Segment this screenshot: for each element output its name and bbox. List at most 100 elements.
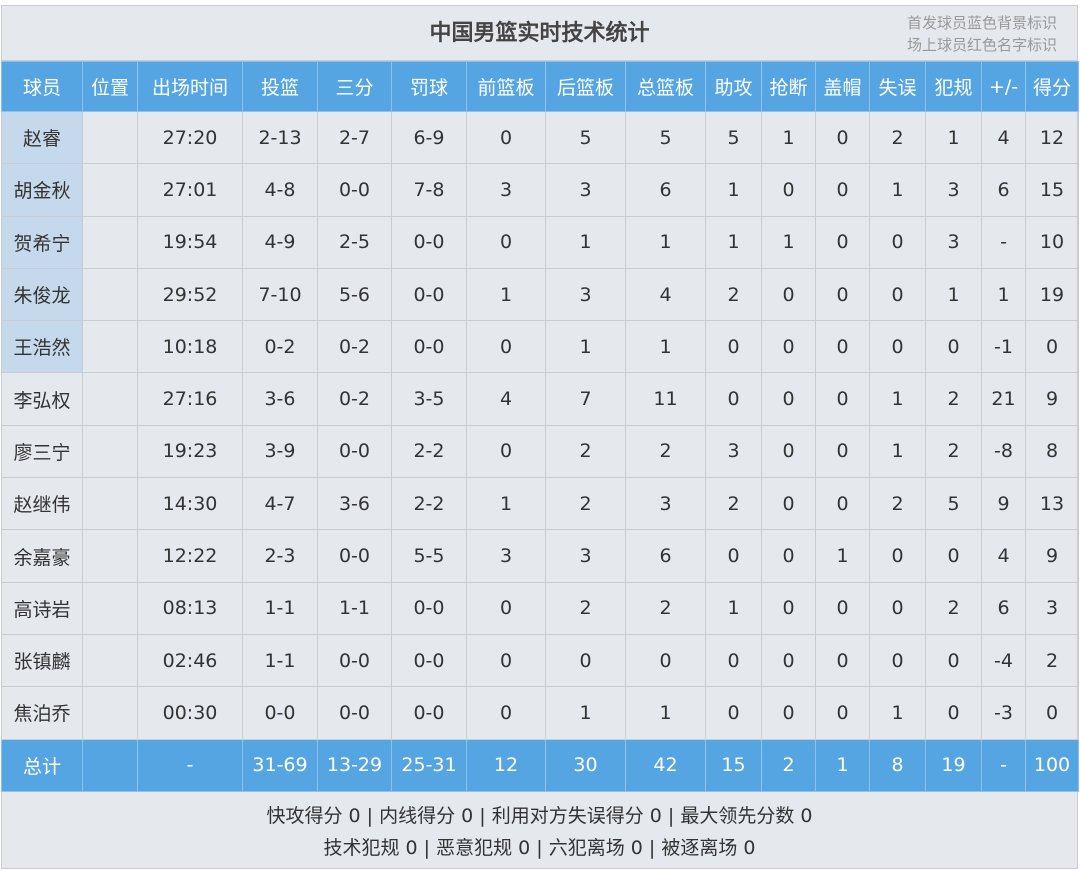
stat-cell: 3 — [545, 163, 626, 217]
stat-cell: 1 — [761, 215, 816, 269]
stat-cell — [82, 372, 138, 426]
stat-cell: 0 — [761, 320, 816, 374]
stats-table: 球员 位置 出场时间 投篮 三分 罚球 前篮板 后篮板 总篮板 助攻 抢断 盖帽 失误 犯规 +/- 得分 赵… — [1, 61, 1079, 792]
stat-cell: 0 — [466, 581, 546, 635]
stat-cell: 5 — [625, 110, 706, 165]
stat-cell: 1 — [869, 686, 926, 740]
stat-cell: 0 — [815, 581, 870, 635]
column-header: 失误 — [869, 61, 926, 112]
stat-cell — [82, 477, 138, 531]
stat-cell: 8 — [1025, 424, 1079, 479]
player-row: 赵继伟 14:30 4-7 3-6 2-2 1 2 3 2 0 0 2 5 9 13 — [1, 477, 1079, 531]
stat-cell: 0-0 — [391, 581, 467, 635]
stat-cell: 1 — [625, 215, 706, 269]
stat-cell: 15 — [1025, 163, 1079, 217]
column-header: 位置 — [82, 61, 138, 112]
stat-cell: 0 — [815, 686, 870, 740]
stat-cell — [82, 320, 138, 374]
column-header: 三分 — [317, 61, 392, 112]
stat-cell: -8 — [981, 424, 1026, 479]
stat-cell: 2 — [869, 477, 926, 531]
stat-cell: 6-9 — [391, 110, 467, 165]
stat-cell: 0-0 — [391, 320, 467, 374]
stat-cell: 0-2 — [242, 320, 318, 374]
stat-cell: 3-6 — [317, 477, 392, 531]
stat-cell: 1-1 — [242, 581, 318, 635]
stat-cell: 2 — [925, 581, 982, 635]
player-name: 朱俊龙 — [1, 267, 83, 322]
stat-cell: 4-8 — [242, 163, 318, 217]
stat-cell: 0 — [466, 320, 546, 374]
stat-cell: 1 — [705, 163, 762, 217]
stat-cell: 02:46 — [137, 633, 243, 688]
stat-cell: 0 — [815, 633, 870, 688]
total-cell: - — [981, 738, 1026, 792]
stat-cell: 2 — [925, 372, 982, 426]
title-bar: 中国男篮实时技术统计 首发球员蓝色背景标识 场上球员红色名字标识 — [2, 6, 1077, 61]
player-row: 张镇麟 02:46 1-1 0-0 0-0 0 0 0 0 0 0 0 0 -4 2 — [1, 633, 1079, 688]
stat-cell: 2 — [1025, 633, 1079, 688]
player-name: 余嘉豪 — [1, 529, 83, 583]
stat-cell: 10 — [1025, 215, 1079, 269]
player-name: 贺希宁 — [1, 215, 83, 269]
stat-cell: 0 — [815, 424, 870, 479]
stat-cell: 0 — [869, 320, 926, 374]
stat-cell: 0 — [705, 633, 762, 688]
stat-cell — [82, 633, 138, 688]
stat-cell: 27:20 — [137, 110, 243, 165]
stat-cell: 0 — [925, 686, 982, 740]
total-cell: 8 — [869, 738, 926, 792]
stat-cell: 0 — [815, 372, 870, 426]
stat-cell: 4-7 — [242, 477, 318, 531]
stat-cell: 6 — [625, 163, 706, 217]
column-header: +/- — [981, 61, 1026, 112]
total-cell: 2 — [761, 738, 816, 792]
stat-cell: 4-9 — [242, 215, 318, 269]
stat-cell: 12 — [1025, 110, 1079, 165]
column-header: 后篮板 — [545, 61, 626, 112]
stat-cell: 0 — [466, 424, 546, 479]
stat-cell: 3 — [545, 267, 626, 322]
stat-cell: 0 — [705, 529, 762, 583]
stat-cell: 9 — [1025, 529, 1079, 583]
stat-cell: - — [981, 215, 1026, 269]
stat-cell: 0 — [869, 581, 926, 635]
stat-cell: 19 — [1025, 267, 1079, 322]
stat-cell: 0 — [869, 215, 926, 269]
player-row: 贺希宁 19:54 4-9 2-5 0-0 0 1 1 1 1 0 0 3-10 — [1, 215, 1079, 269]
summary-footer: 快攻得分 0 | 内线得分 0 | 利用对方失误得分 0 | 最大领先分数 0 … — [2, 792, 1077, 864]
stat-cell: 0-0 — [317, 633, 392, 688]
player-name: 胡金秋 — [1, 163, 83, 217]
stat-cell: 1 — [981, 267, 1026, 322]
stat-cell: 0 — [869, 529, 926, 583]
stat-cell: 0 — [761, 163, 816, 217]
total-cell — [82, 738, 138, 792]
column-header: 投篮 — [242, 61, 318, 112]
stat-cell: 2-13 — [242, 110, 318, 165]
stat-cell: 1 — [705, 581, 762, 635]
total-cell: 15 — [705, 738, 762, 792]
stat-cell — [82, 686, 138, 740]
stat-cell: 1 — [925, 267, 982, 322]
player-name: 赵睿 — [1, 110, 83, 165]
total-cell: 31-69 — [242, 738, 318, 792]
column-header: 助攻 — [705, 61, 762, 112]
stat-cell: 0-0 — [317, 686, 392, 740]
stat-cell: 3 — [466, 529, 546, 583]
column-header: 前篮板 — [466, 61, 546, 112]
stat-cell — [82, 163, 138, 217]
stat-cell: 0 — [761, 424, 816, 479]
stat-cell: 2 — [869, 110, 926, 165]
stat-cell: 4 — [981, 110, 1026, 165]
stat-cell: 2 — [545, 477, 626, 531]
stat-cell: 0 — [925, 529, 982, 583]
stat-cell: 0 — [815, 163, 870, 217]
player-name: 王浩然 — [1, 320, 83, 374]
stat-cell: 0 — [705, 686, 762, 740]
stat-cell — [82, 529, 138, 583]
player-name: 赵继伟 — [1, 477, 83, 531]
column-header: 球员 — [1, 61, 83, 112]
stat-cell: 1 — [625, 686, 706, 740]
stat-cell: 3-9 — [242, 424, 318, 479]
stat-cell: 2-2 — [391, 477, 467, 531]
